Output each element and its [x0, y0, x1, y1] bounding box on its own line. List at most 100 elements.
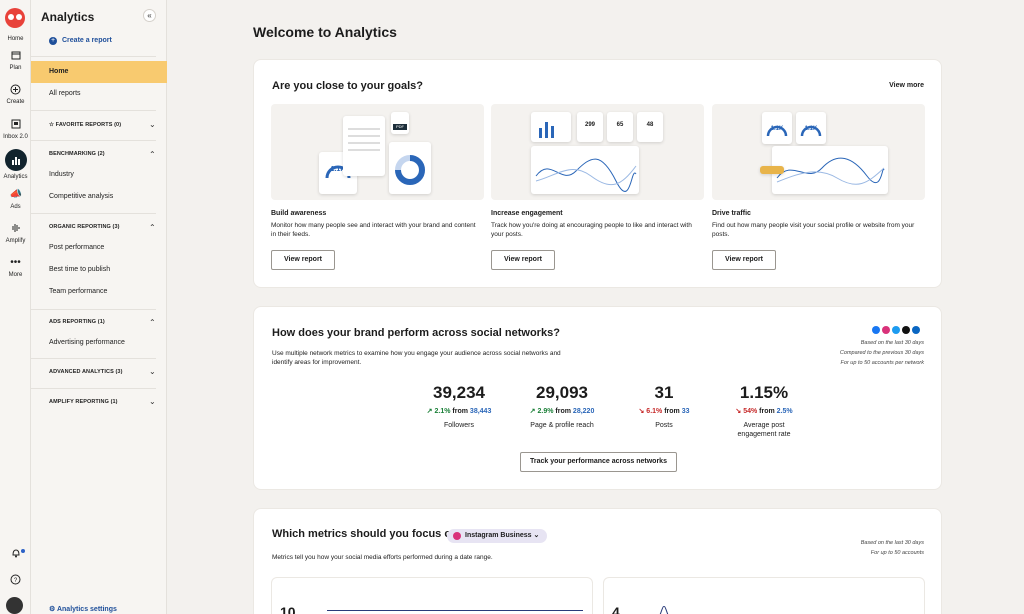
- star-icon: ☆: [49, 122, 56, 128]
- view-more-link[interactable]: View more: [889, 82, 924, 89]
- chevron-down-icon: ⌄: [533, 532, 540, 539]
- twitter-icon: [892, 326, 900, 334]
- increase-engagement-view-report-button[interactable]: View report: [491, 250, 555, 270]
- social-note-3: For up to 50 accounts per network: [840, 360, 924, 366]
- build-awareness-illustration: 1.1K PDF: [271, 104, 484, 200]
- sidebar-item-post-performance[interactable]: Post performance: [49, 244, 105, 251]
- rail-plan[interactable]: Plan: [0, 50, 31, 71]
- rail-ads-label: Ads: [10, 204, 21, 210]
- metric-posts: 31 ↘ 6.1% from 33 Posts: [614, 383, 714, 430]
- sidebar: Analytics « + Create a report Home All r…: [31, 0, 167, 614]
- chevron-down-icon[interactable]: ⌄: [149, 397, 156, 406]
- metric-prev: 2.5%: [776, 408, 793, 415]
- chevron-up-icon[interactable]: ⌃: [149, 318, 156, 327]
- metric-pct: 2.1%: [434, 408, 451, 415]
- preview-spike: [659, 606, 669, 614]
- divider: [31, 110, 156, 111]
- drive-traffic-view-report-button[interactable]: View report: [712, 250, 776, 270]
- goals-heading: Are you close to your goals?: [272, 80, 423, 92]
- goals-card: Are you close to your goals? View more 1…: [253, 59, 942, 288]
- page-title: Welcome to Analytics: [253, 24, 397, 40]
- rail-ads[interactable]: 📣 Ads: [0, 189, 31, 210]
- rail-plan-label: Plan: [9, 65, 22, 71]
- metric-value: 29,093: [536, 383, 588, 402]
- engagement-bars-card: [531, 112, 571, 142]
- metric-engagement-rate: 1.15% ↘ 54% from 2.5% Average post engag…: [714, 383, 814, 439]
- build-awareness-view-report-button[interactable]: View report: [271, 250, 335, 270]
- rail-analytics[interactable]: Analytics: [0, 149, 31, 180]
- engagement-stat-1: 299: [584, 122, 595, 128]
- rail-create[interactable]: Create: [0, 84, 31, 105]
- social-note-1: Based on the last 30 days: [860, 340, 924, 346]
- analytics-settings-label: Analytics settings: [56, 606, 117, 613]
- sidebar-item-all-reports[interactable]: All reports: [49, 90, 81, 97]
- sidebar-section-ads[interactable]: ADS REPORTING (1): [49, 319, 105, 325]
- calendar-icon: [10, 50, 22, 62]
- engagement-line-chart-card: [531, 146, 639, 194]
- chevron-up-icon[interactable]: ⌃: [149, 150, 156, 159]
- focus-metrics-card: Which metrics should you focus on? Insta…: [253, 508, 942, 614]
- rail-home-label: Home: [7, 36, 24, 42]
- collapse-sidebar-button[interactable]: «: [143, 9, 156, 22]
- create-report-link[interactable]: Create a report: [62, 37, 112, 44]
- notification-dot: [21, 549, 25, 553]
- sidebar-section-organic[interactable]: ORGANIC REPORTING (3): [49, 224, 120, 230]
- focus-note-1: Based on the last 30 days: [860, 540, 924, 546]
- instagram-icon: [453, 532, 461, 540]
- sidebar-item-home[interactable]: [31, 61, 167, 83]
- engagement-gauge-3: 48: [637, 112, 663, 142]
- sidebar-item-team-performance[interactable]: Team performance: [49, 288, 108, 295]
- build-awareness-desc: Monitor how many people see and interact…: [271, 222, 476, 238]
- metric-prev: 28,220: [572, 408, 595, 415]
- bell-icon: [10, 548, 22, 560]
- rail-more[interactable]: ••• More: [0, 257, 31, 278]
- metric-from: from: [555, 408, 571, 415]
- focus-desc: Metrics tell you how your social media e…: [272, 554, 493, 561]
- build-awareness-title: Build awareness: [271, 210, 327, 217]
- sidebar-section-benchmarking[interactable]: BENCHMARKING (2): [49, 151, 105, 157]
- rail-home[interactable]: Home: [0, 33, 31, 42]
- increase-engagement-desc: Track how you're doing at encouraging pe…: [491, 222, 692, 238]
- chevron-down-icon[interactable]: ⌄: [149, 367, 156, 376]
- engagement-stat-2: 65: [616, 122, 624, 128]
- sidebar-section-favorite[interactable]: ☆ FAVORITE REPORTS (0): [49, 122, 121, 128]
- tiktok-icon: [902, 326, 910, 334]
- rail-amplify[interactable]: Amplify: [0, 223, 31, 244]
- chevron-up-icon[interactable]: ⌃: [149, 223, 156, 232]
- sidebar-item-competitive[interactable]: Competitive analysis: [49, 193, 114, 200]
- notifications-button[interactable]: [0, 548, 31, 560]
- sidebar-item-best-time[interactable]: Best time to publish: [49, 266, 111, 273]
- help-button[interactable]: ?: [0, 574, 31, 586]
- account-selector[interactable]: Instagram Business ⌄: [447, 529, 548, 543]
- trend-up-icon: ↗: [426, 408, 433, 415]
- analytics-settings-link[interactable]: ⚙ Analytics settings: [49, 605, 117, 613]
- metric-from: from: [759, 408, 775, 415]
- inbox-icon: [10, 119, 22, 131]
- avatar[interactable]: [6, 597, 23, 614]
- sidebar-item-advertising[interactable]: Advertising performance: [49, 339, 125, 346]
- rail-analytics-label: Analytics: [3, 174, 28, 180]
- preview-value-1: 10: [280, 604, 296, 614]
- track-performance-button[interactable]: Track your performance across networks: [520, 452, 677, 472]
- sidebar-item-industry[interactable]: Industry: [49, 171, 74, 178]
- drive-traffic-illustration: 1.1K 1.1K: [712, 104, 925, 200]
- traffic-gauge-2: 1.1K: [796, 112, 826, 144]
- sidebar-section-advanced[interactable]: ADVANCED ANALYTICS (3): [49, 369, 123, 375]
- linkedin-icon: [912, 326, 920, 334]
- divider: [31, 358, 156, 359]
- hootsuite-logo-icon[interactable]: [5, 8, 25, 28]
- engagement-stat-3: 48: [646, 122, 654, 128]
- rail-inbox[interactable]: Inbox 2.0: [0, 119, 31, 140]
- metric-label: Posts: [655, 422, 673, 429]
- sidebar-section-amplify[interactable]: AMPLIFY REPORTING (1): [49, 399, 118, 405]
- social-heading: How does your brand perform across socia…: [272, 327, 560, 339]
- chevron-down-icon[interactable]: ⌄: [149, 120, 156, 129]
- metric-label: Average post engagement rate: [737, 422, 791, 438]
- metric-value: 1.15%: [739, 383, 789, 402]
- traffic-stat-1: 1.1K: [770, 126, 784, 132]
- metric-pct: 6.1%: [646, 408, 663, 415]
- metric-value: 39,234: [433, 383, 485, 402]
- sidebar-section-favorite-label: FAVORITE REPORTS (0): [55, 122, 122, 128]
- trend-down-icon: ↘: [638, 408, 645, 415]
- preview-value-2: 4: [612, 604, 620, 614]
